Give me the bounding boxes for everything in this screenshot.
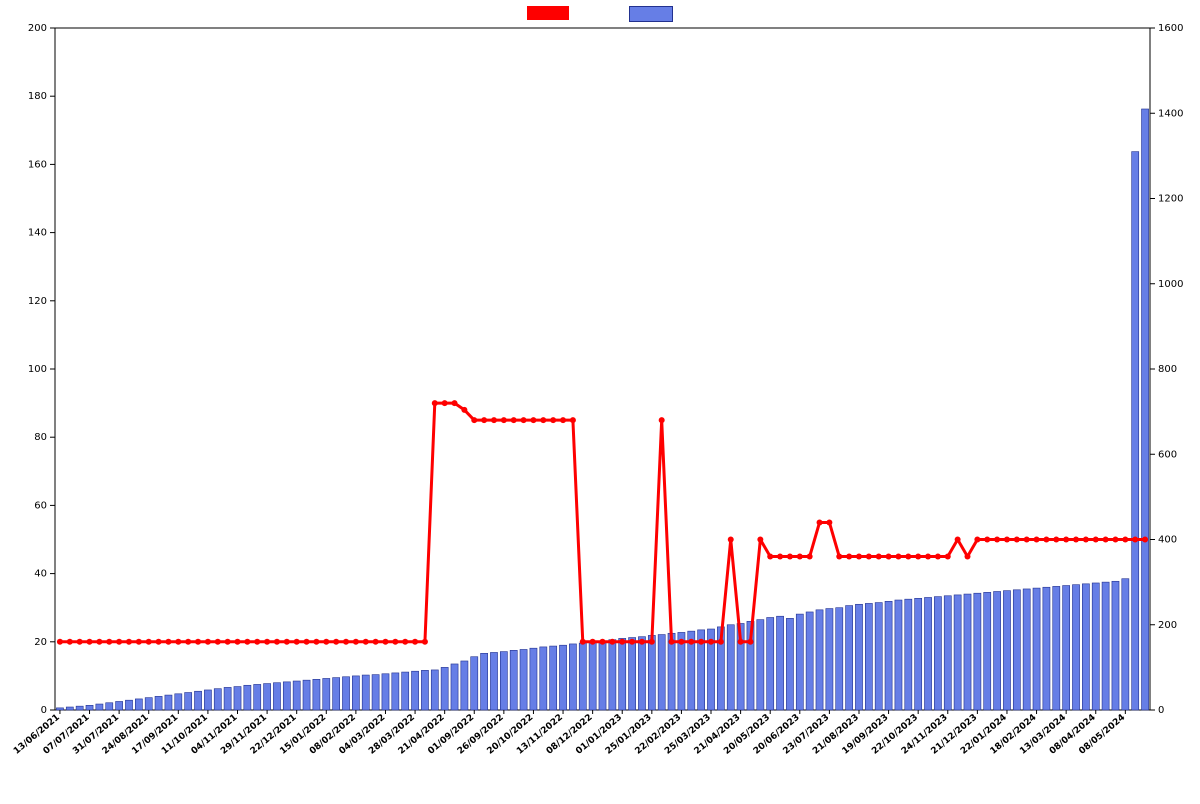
legend-swatch-bar xyxy=(629,6,673,22)
y-left-tick-label: 120 xyxy=(28,296,47,307)
y-right-tick-label: 400 xyxy=(1158,535,1177,546)
y-right-tick-label: 600 xyxy=(1158,449,1177,460)
y-left-tick-label: 60 xyxy=(34,500,47,511)
y-left-tick-label: 100 xyxy=(28,364,47,375)
y-right-tick-label: 1200 xyxy=(1158,194,1183,205)
chart-svg: 0 20 40 60 80 100 120 140 160 180 200 0 200 400 600 800… xyxy=(0,0,1200,800)
y-right-tick-label: 200 xyxy=(1158,620,1177,631)
legend-swatch-line xyxy=(527,6,569,20)
y-left-tick-label: 0 xyxy=(41,705,47,716)
dual-axis-combo-chart: 0 20 40 60 80 100 120 140 160 180 200 0 200 400 600 800… xyxy=(0,0,1200,800)
y-right-tick-label: 0 xyxy=(1158,705,1164,716)
y-left-tick-label: 180 xyxy=(28,91,47,102)
y-left-tick-label: 20 xyxy=(34,637,47,648)
bars-group xyxy=(56,109,1148,710)
y-left-tick-label: 140 xyxy=(28,228,47,239)
legend xyxy=(0,6,1200,22)
y-left-tick-label: 200 xyxy=(28,23,47,34)
line-series xyxy=(60,403,1145,642)
y-right-tick-label: 1600 xyxy=(1158,23,1183,34)
y-left-tick-label: 40 xyxy=(34,569,47,580)
y-left-tick-label: 160 xyxy=(28,159,47,170)
y-right-tick-label: 800 xyxy=(1158,364,1177,375)
y-right-tick-label: 1000 xyxy=(1158,279,1183,290)
y-right-tick-label: 1400 xyxy=(1158,108,1183,119)
y-left-tick-label: 80 xyxy=(34,432,47,443)
